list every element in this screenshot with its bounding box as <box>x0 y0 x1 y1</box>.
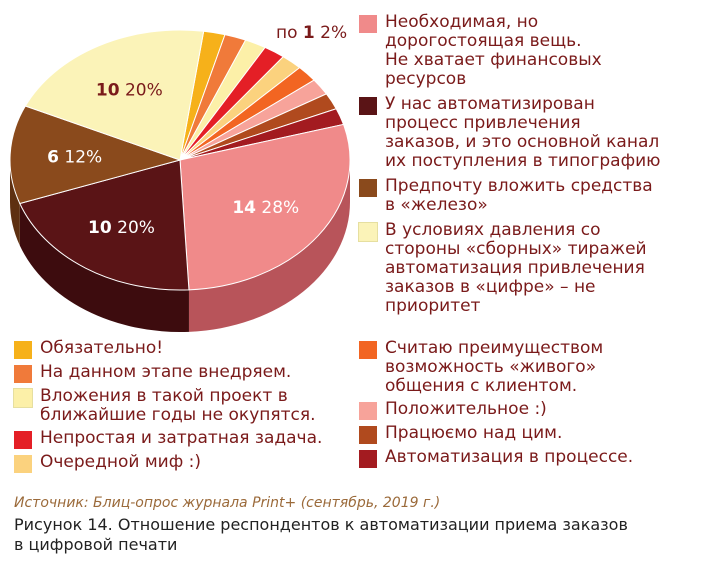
legend-item: Непростая и затратная задача. <box>14 429 344 449</box>
legend-swatch <box>359 450 377 468</box>
legend-item: Обязательно! <box>14 339 344 359</box>
legend-item: Працюємо над цим. <box>359 424 703 444</box>
legend-item: Необходимая, но дорогостоящая вещь. Не х… <box>359 13 703 89</box>
legend-item: Положительное :) <box>359 400 703 420</box>
legend-item: В условиях давления со стороны «сборных»… <box>358 220 703 316</box>
legend-swatch <box>14 455 32 473</box>
legend-swatch <box>13 388 33 408</box>
legend-swatch <box>14 431 32 449</box>
pie-top <box>9 29 351 291</box>
pie-slice-side <box>9 160 20 246</box>
legend-swatch <box>14 365 32 383</box>
legend-bottom-right: Считаю преимуществом возможность «живого… <box>359 339 703 472</box>
legend-label: В условиях давления со стороны «сборных»… <box>385 220 647 316</box>
legend-item: Очередной миф :) <box>14 453 344 473</box>
pie-sides <box>9 160 350 332</box>
legend-label: На данном этапе внедряем. <box>40 362 292 382</box>
figure-caption: Рисунок 14. Отношение респондентов к авт… <box>14 515 628 554</box>
legend-swatch <box>359 341 377 359</box>
legend-swatch <box>359 15 377 33</box>
legend-label: Непростая и затратная задача. <box>40 428 323 448</box>
legend-item: У нас автоматизирован процесс привлечени… <box>359 95 703 171</box>
pie-slice <box>179 123 351 291</box>
legend-label: Очередной миф :) <box>40 452 202 472</box>
legend-label: Необходимая, но дорогостоящая вещь. Не х… <box>385 12 602 89</box>
legend-label: Положительное :) <box>385 399 547 419</box>
legend-right: Необходимая, но дорогостоящая вещь. Не х… <box>358 13 703 322</box>
legend-swatch <box>359 97 377 115</box>
slice-data-label: 10 20% <box>96 80 163 100</box>
slice-data-label: 10 20% <box>88 218 155 238</box>
legend-label: Автоматизация в процессе. <box>385 447 634 467</box>
legend-label: У нас автоматизирован процесс привлечени… <box>385 94 661 171</box>
legend-label: Считаю преимуществом возможность «живого… <box>385 338 604 396</box>
legend-swatch <box>14 341 32 359</box>
figure-footer: Источник: Блиц-опрос журнала Print+ (сен… <box>14 495 694 555</box>
pie-slice <box>24 29 205 161</box>
slice-data-label: 14 28% <box>232 198 299 218</box>
legend-swatch <box>359 179 377 197</box>
legend-swatch <box>359 426 377 444</box>
legend-label: Предпочту вложить средства в «железо» <box>385 176 653 215</box>
pie-labels: 14 28% 10 20% 6 12% 10 20% по 1 2% <box>47 23 347 238</box>
pie-slice-side <box>19 203 189 332</box>
legend-swatch <box>359 402 377 420</box>
legend-item: Предпочту вложить средства в «железо» <box>359 177 703 215</box>
legend-item: Автоматизация в процессе. <box>359 448 703 468</box>
slice-data-label: 6 12% <box>47 147 102 167</box>
source-note: Источник: Блиц-опрос журнала Print+ (сен… <box>14 495 441 511</box>
legend-item: На данном этапе внедряем. <box>14 363 344 383</box>
pie-slice-side <box>188 160 350 332</box>
legend-label: Працюємо над цим. <box>385 423 563 443</box>
legend-item: Вложения в такой проект в ближайшие годы… <box>13 386 344 425</box>
legend-item: Считаю преимуществом возможность «живого… <box>359 339 703 396</box>
legend-label: Вложения в такой проект в ближайшие годы… <box>40 386 316 425</box>
small-slices-label: по 1 2% <box>276 23 347 43</box>
pie-slice <box>9 105 182 205</box>
pie-chart: 14 28% 10 20% 6 12% 10 20% по 1 2% <box>9 23 351 332</box>
legend-label: Обязательно! <box>40 338 164 358</box>
legend-bottom-left: Обязательно! На данном этапе внедряем. В… <box>13 339 344 477</box>
legend-swatch <box>358 222 378 242</box>
